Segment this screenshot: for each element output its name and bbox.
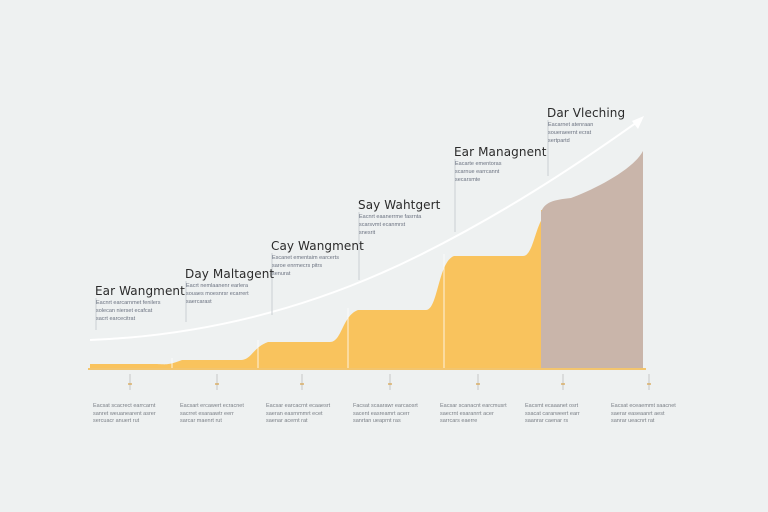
stage-description: Eacnrt earcarnmet fenilers solecan niers… [96, 300, 161, 322]
axis-footnote: Eacsar earcacrnt ecaaesrt saeran easrnmm… [266, 403, 331, 424]
stage-description: Eacrt nemlaanenr earlera souaes moesnrsr… [186, 283, 249, 305]
stage-title: Ear Wangment [95, 284, 185, 298]
stage-title: Cay Wangment [271, 239, 364, 253]
axis-footnote: Facsat scaarawr earcaosrt sacent easream… [353, 403, 418, 424]
stage-description: Eacnrt eaanerrme fasrnta scarsvmt ecanmr… [359, 214, 422, 236]
stage-title: Ear Managnent [454, 145, 547, 159]
growth-area-final [541, 151, 643, 368]
stage-title: Say Wahtgert [358, 198, 441, 212]
trend-arrow-head [632, 116, 644, 129]
stage-description: Eacarnet atenraan soueraeernt ecrat sert… [548, 122, 594, 144]
trend-arrow-line [89, 119, 641, 341]
axis-footnote: Eacsmt ecaaanet osrt ssacat cararweert e… [525, 403, 580, 424]
growth-area-yellow [90, 210, 551, 368]
stage-title: Dar Vleching [547, 106, 626, 120]
stage-title: Day Maltagent [185, 267, 275, 281]
stage-description: Escanet ementaim earcerts saroe enrmecrs… [272, 255, 339, 277]
axis-footnote: Eacsart ercawert ecracnet sacrret esaraa… [180, 403, 244, 424]
axis-footnote: Eacsar scanacnt earcmusrt saecrnt esaran… [440, 403, 507, 424]
axis-footnote: Eacsat eceaemmt saacnet saerar easeaanrt… [611, 403, 676, 424]
axis-footnote: Eacsat scacrect earrcarnt sanret weuanea… [93, 403, 156, 424]
stage-description: Eacarte ementoras scarnue earrcannt seca… [455, 161, 502, 183]
